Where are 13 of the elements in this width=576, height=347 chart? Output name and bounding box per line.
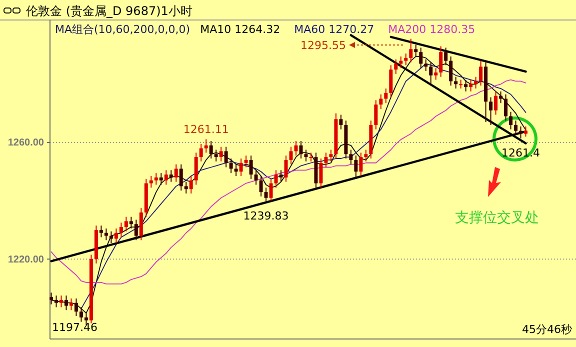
- chart-title: 伦敦金 (贵金属_D 9687)1小时: [26, 4, 192, 18]
- annotation: 支撑位交叉处: [455, 210, 539, 226]
- chart-subtitle: MA组合(10,60,200,0,0,0): [55, 23, 190, 36]
- annotation: 1295.55: [300, 39, 346, 52]
- y-tick-label: 1260.00: [8, 138, 44, 149]
- text: MA200 1280.35: [388, 23, 476, 36]
- annotation: 1197.46: [52, 321, 98, 334]
- annotation: 1261.11: [183, 123, 229, 136]
- y-tick-label: 1220.00: [8, 254, 44, 266]
- annotation: 45分46秒: [522, 323, 572, 336]
- text: MA60 1270.27: [294, 23, 374, 36]
- annotation: 1239.83: [243, 209, 289, 222]
- text: MA10 1264.32: [200, 23, 280, 36]
